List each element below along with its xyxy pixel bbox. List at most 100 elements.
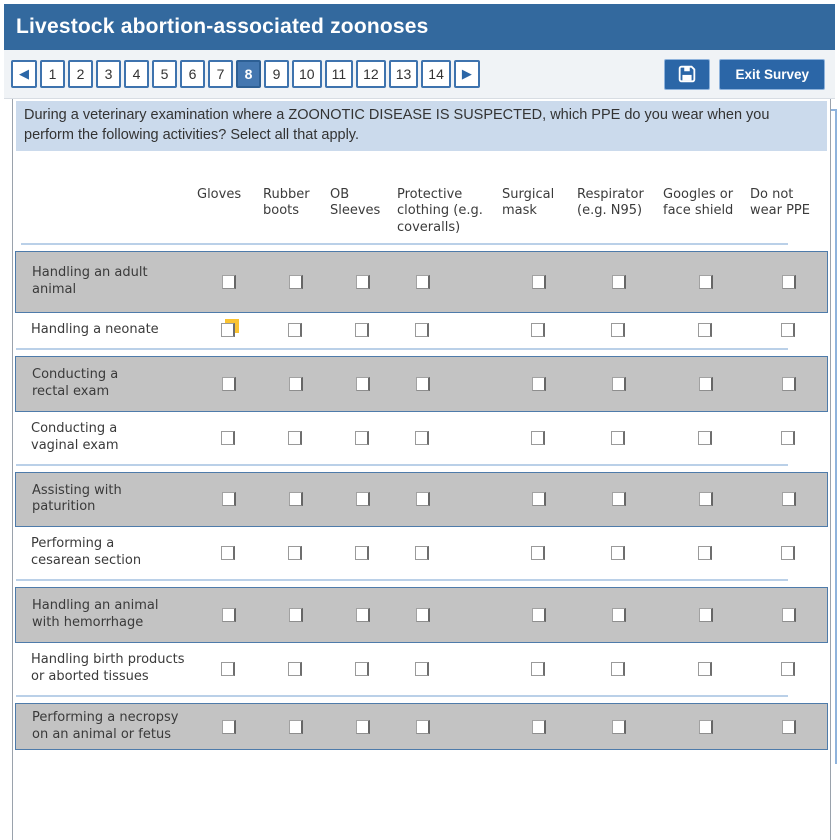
checkbox[interactable] — [781, 546, 795, 561]
checkbox[interactable] — [698, 376, 713, 391]
checkbox-cell — [661, 323, 748, 338]
checkbox[interactable] — [698, 275, 713, 290]
page-button-8[interactable]: 8 — [236, 60, 261, 88]
checkbox[interactable] — [355, 607, 370, 622]
checkbox[interactable] — [612, 607, 626, 622]
checkbox[interactable] — [781, 323, 795, 338]
page-button-12[interactable]: 12 — [356, 60, 386, 88]
page-button-14[interactable]: 14 — [421, 60, 451, 88]
checkbox[interactable] — [222, 719, 236, 734]
checkbox[interactable] — [416, 492, 430, 507]
checkbox[interactable] — [697, 661, 712, 676]
checkbox[interactable] — [531, 376, 546, 391]
checkbox[interactable] — [416, 376, 430, 391]
checkbox[interactable] — [781, 430, 795, 445]
row-label: Performing a necropsy on an animal or fe… — [32, 709, 179, 742]
page-button-3[interactable]: 3 — [96, 60, 121, 88]
checkbox-cell — [328, 661, 395, 676]
page-button-10[interactable]: 10 — [292, 60, 322, 88]
checkbox[interactable] — [287, 661, 302, 676]
checkbox[interactable] — [355, 275, 370, 290]
checkbox[interactable] — [611, 430, 625, 445]
checkbox[interactable] — [415, 323, 429, 338]
checkbox[interactable] — [287, 323, 302, 338]
checkbox-cell — [196, 607, 262, 622]
page-button-1[interactable]: 1 — [40, 60, 65, 88]
checkbox[interactable] — [222, 607, 236, 622]
checkbox[interactable] — [612, 275, 626, 290]
checkbox[interactable] — [611, 661, 625, 676]
checkbox[interactable] — [222, 376, 236, 391]
checkbox[interactable] — [782, 719, 796, 734]
checkbox[interactable] — [415, 661, 429, 676]
checkbox[interactable] — [611, 323, 625, 338]
checkbox[interactable] — [698, 719, 713, 734]
checkbox[interactable] — [354, 323, 369, 338]
checkbox[interactable] — [697, 430, 712, 445]
page-button-7[interactable]: 7 — [208, 60, 233, 88]
checkbox-cell — [396, 492, 501, 507]
checkbox[interactable] — [221, 323, 235, 338]
page-button-13[interactable]: 13 — [388, 60, 419, 88]
checkbox[interactable] — [531, 719, 546, 734]
checkbox[interactable] — [531, 275, 546, 290]
checkbox[interactable] — [222, 492, 236, 507]
page-button-6[interactable]: 6 — [180, 60, 205, 88]
checkbox[interactable] — [415, 430, 429, 445]
checkbox[interactable] — [782, 376, 796, 391]
checkbox-cell — [501, 376, 576, 391]
checkbox[interactable] — [698, 492, 713, 507]
checkbox[interactable] — [782, 607, 796, 622]
checkbox[interactable] — [415, 546, 429, 561]
checkbox-cell — [501, 607, 576, 622]
checkbox[interactable] — [531, 492, 546, 507]
checkbox[interactable] — [531, 607, 546, 622]
checkbox[interactable] — [781, 661, 795, 676]
exit-survey-button[interactable]: Exit Survey — [719, 58, 825, 90]
checkbox[interactable] — [530, 323, 545, 338]
checkbox[interactable] — [222, 275, 236, 290]
checkbox[interactable] — [221, 661, 235, 676]
checkbox[interactable] — [530, 661, 545, 676]
checkbox-cell — [501, 275, 576, 290]
save-button[interactable] — [664, 58, 711, 90]
checkbox-cell — [749, 607, 829, 622]
page-button-11[interactable]: 11 — [324, 60, 354, 88]
checkbox[interactable] — [221, 546, 235, 561]
checkbox[interactable] — [287, 430, 302, 445]
checkbox[interactable] — [416, 607, 430, 622]
checkbox[interactable] — [287, 546, 302, 561]
checkbox[interactable] — [354, 546, 369, 561]
page-button-5[interactable]: 5 — [152, 60, 177, 88]
next-page-button[interactable]: ▶ — [453, 60, 480, 88]
checkbox[interactable] — [782, 275, 796, 290]
checkbox[interactable] — [416, 719, 430, 734]
checkbox[interactable] — [782, 492, 796, 507]
checkbox[interactable] — [612, 492, 626, 507]
checkbox[interactable] — [288, 492, 303, 507]
checkbox[interactable] — [530, 546, 545, 561]
checkbox[interactable] — [288, 719, 303, 734]
page-button-2[interactable]: 2 — [68, 60, 93, 88]
checkbox[interactable] — [612, 376, 626, 391]
checkbox[interactable] — [354, 661, 369, 676]
checkbox[interactable] — [221, 430, 235, 445]
checkbox[interactable] — [612, 719, 626, 734]
checkbox[interactable] — [697, 546, 712, 561]
checkbox[interactable] — [355, 492, 370, 507]
checkbox[interactable] — [355, 719, 370, 734]
checkbox[interactable] — [288, 607, 303, 622]
page-button-9[interactable]: 9 — [264, 60, 289, 88]
checkbox[interactable] — [354, 430, 369, 445]
checkbox[interactable] — [288, 275, 303, 290]
checkbox[interactable] — [697, 323, 712, 338]
previous-page-button[interactable]: ◀ — [11, 60, 37, 88]
checkbox[interactable] — [355, 376, 370, 391]
checkbox[interactable] — [416, 275, 430, 290]
page-button-4[interactable]: 4 — [124, 60, 149, 88]
checkbox-cell — [195, 430, 261, 445]
checkbox[interactable] — [288, 376, 303, 391]
checkbox[interactable] — [530, 430, 545, 445]
checkbox[interactable] — [611, 546, 625, 561]
checkbox[interactable] — [698, 607, 713, 622]
